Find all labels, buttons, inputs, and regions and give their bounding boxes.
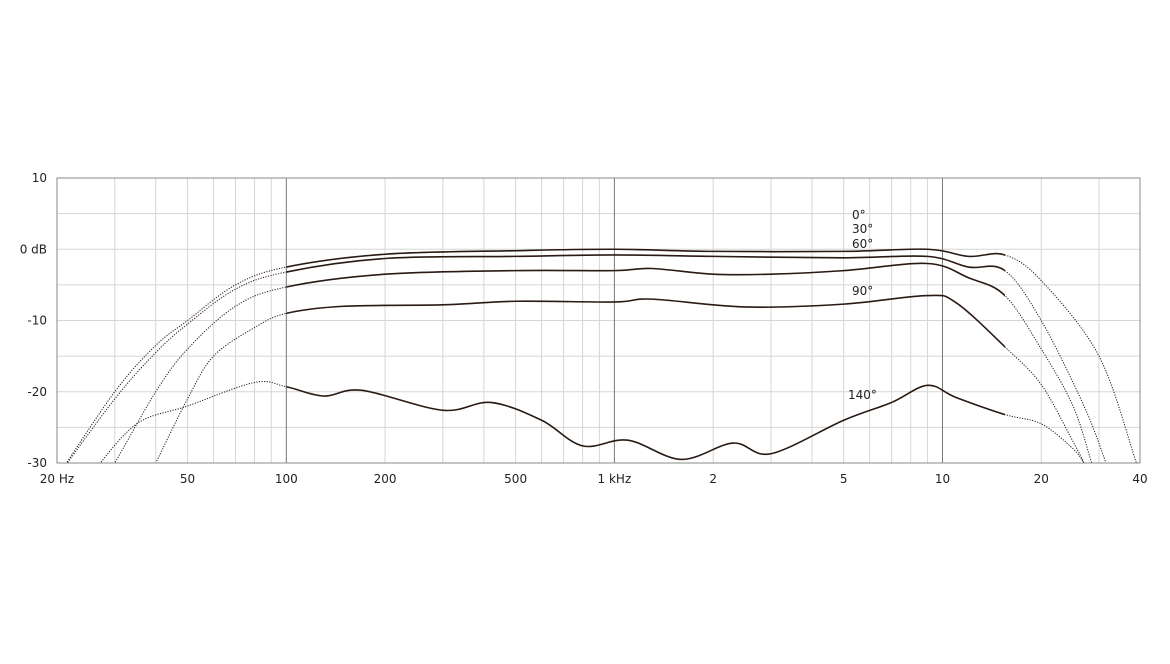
series-line-solid	[286, 384, 1005, 461]
x-tick-label: 20	[1034, 472, 1049, 486]
series-line-dotted	[65, 248, 1137, 463]
x-tick-label: 50	[180, 472, 195, 486]
x-axis-ticks: 20 Hz 50 100 200 500 1 kHz 2 5 10 20 40	[40, 472, 1148, 486]
series-3	[155, 294, 1085, 463]
series-line-dotted	[66, 254, 1107, 463]
series-line-solid	[286, 248, 1005, 268]
y-tick-label: -20	[27, 385, 47, 399]
series-0	[65, 248, 1137, 463]
x-tick-label: 10	[935, 472, 950, 486]
series-4	[99, 380, 1085, 463]
series-2	[114, 262, 1093, 463]
y-tick-label: -30	[27, 456, 47, 470]
y-axis-ticks: 10 0 dB -10 -20 -30	[20, 171, 47, 470]
y-tick-label: 0 dB	[20, 242, 47, 256]
x-tick-label: 2	[709, 472, 717, 486]
series-line-dotted	[99, 380, 1085, 463]
plot-frame	[56, 177, 1141, 464]
series-line-solid	[286, 294, 1005, 348]
series-label: 90°	[852, 284, 873, 298]
series-line-dotted	[155, 294, 1085, 463]
series-label: 140°	[848, 388, 877, 402]
x-tick-label: 20 Hz	[40, 472, 74, 486]
y-tick-label: -10	[27, 314, 47, 328]
x-tick-label: 200	[374, 472, 397, 486]
series-label: 0°	[852, 208, 866, 222]
series-line-solid	[286, 262, 1005, 297]
series-labels: 0°30°60° 90° 140°	[848, 208, 877, 402]
x-tick-label: 500	[504, 472, 527, 486]
series-1	[66, 254, 1107, 463]
curves	[65, 248, 1137, 463]
y-tick-label: 10	[32, 171, 47, 185]
x-tick-label: 5	[840, 472, 848, 486]
series-label: 60°	[852, 237, 873, 251]
x-tick-label: 40	[1132, 472, 1147, 486]
x-tick-label: 100	[275, 472, 298, 486]
x-tick-label: 1 kHz	[598, 472, 632, 486]
series-label: 30°	[852, 222, 873, 236]
series-line-solid	[286, 254, 1005, 273]
